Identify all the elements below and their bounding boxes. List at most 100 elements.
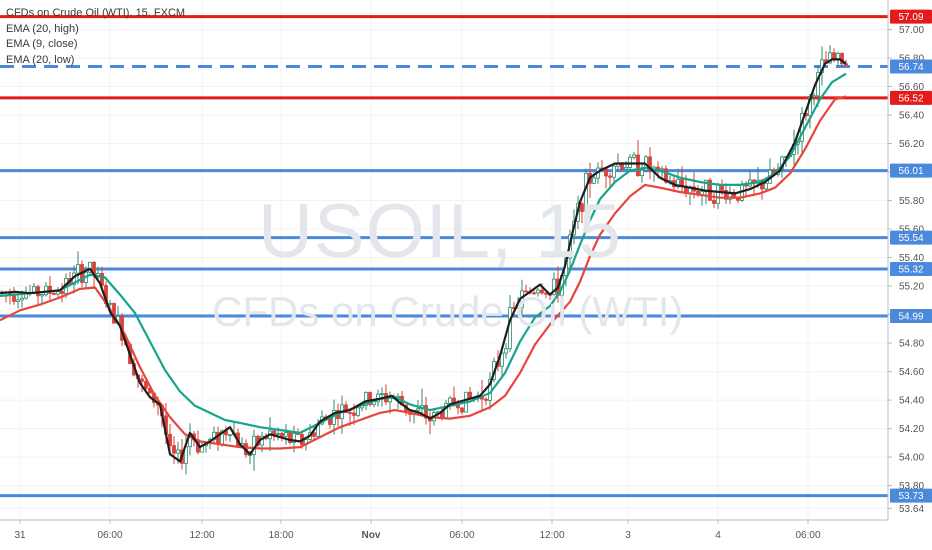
price-tick-label: 55.60 <box>899 225 924 236</box>
candle-body <box>764 182 768 190</box>
candle-body <box>172 445 176 454</box>
candle-body <box>676 179 680 188</box>
price-tick-label: 55.20 <box>899 282 924 293</box>
price-tick-label: 54.80 <box>899 339 924 350</box>
price-tick-label: 53.80 <box>899 481 924 492</box>
candle-body <box>540 289 544 294</box>
candle-body <box>664 168 668 183</box>
candle-body <box>504 348 508 354</box>
level-price-tag <box>890 90 932 105</box>
candle-body <box>168 433 172 446</box>
price-axis[interactable]: 53.6453.8054.0054.2054.4054.6054.8055.00… <box>887 0 932 520</box>
time-tick-label: Nov <box>362 530 381 541</box>
legend-ema-low[interactable]: EMA (20, low) <box>6 53 75 66</box>
ema-high-line <box>0 72 847 434</box>
candle-body <box>536 289 540 294</box>
level-price-label: 55.54 <box>898 233 923 244</box>
candle-body <box>416 408 420 411</box>
candle-body <box>532 292 536 295</box>
candle-body <box>836 53 840 60</box>
candle-body <box>60 291 64 294</box>
price-tick-label: 56.80 <box>899 54 924 65</box>
candle-body <box>344 404 348 414</box>
candle-body <box>140 378 144 382</box>
level-price-tag <box>890 261 932 276</box>
legend-symbol[interactable]: CFDs on Crude Oil (WTI), 15, FXCM <box>6 7 186 19</box>
watermark-description: CFDs on Crude Oil (WTI) <box>212 288 684 335</box>
candle-body <box>812 95 816 98</box>
candle-body <box>628 156 632 168</box>
legend-ema-high[interactable]: EMA (20, high) <box>6 22 79 35</box>
ema-low-line <box>0 95 847 450</box>
legend-ema-close[interactable]: EMA (9, close) <box>6 38 78 50</box>
candle-body <box>648 156 652 171</box>
time-tick-label: 06:00 <box>97 530 122 541</box>
time-tick-label: 12:00 <box>189 530 214 541</box>
candle-body <box>364 392 368 407</box>
candle-body <box>832 52 836 60</box>
candle-body <box>16 299 20 302</box>
candle-body <box>448 397 452 404</box>
price-tick-label: 56.20 <box>899 139 924 150</box>
candle-body <box>292 433 296 443</box>
candle-body <box>100 273 104 286</box>
level-price-tag <box>890 488 932 503</box>
candle-body <box>580 203 584 212</box>
price-tick-label: 54.20 <box>899 424 924 435</box>
price-tick-label: 54.00 <box>899 453 924 464</box>
candle-body <box>48 285 52 294</box>
candle-body <box>368 392 372 405</box>
candle-body <box>348 412 352 415</box>
candle-body <box>724 189 728 200</box>
time-tick-label: 06:00 <box>795 530 820 541</box>
time-tick-label: 3 <box>625 530 631 541</box>
candle-body <box>612 165 616 178</box>
legend: CFDs on Crude Oil (WTI), 15, FXCM EMA (2… <box>6 6 185 68</box>
candle-body <box>456 405 460 409</box>
level-price-label: 57.09 <box>898 12 923 23</box>
candle-body <box>56 291 60 295</box>
candle-body <box>424 404 428 419</box>
ema-lines <box>0 58 847 463</box>
candle-body <box>608 175 612 178</box>
candle-body <box>40 294 44 297</box>
candle-body <box>844 63 848 66</box>
time-axis[interactable]: 31 06:00 12:00 18:00 Nov 06:00 12:00 3 4 06:00 <box>0 519 888 541</box>
candle-body <box>660 168 664 171</box>
candle-body <box>272 430 276 435</box>
level-price-label: 56.01 <box>898 166 923 177</box>
candle-body <box>32 286 36 293</box>
candle-body <box>604 168 608 177</box>
price-tick-label: 56.40 <box>899 111 924 122</box>
watermark-symbol: USOIL, 15 <box>258 189 622 274</box>
time-tick-label: 12:00 <box>539 530 564 541</box>
candle-body <box>76 264 80 274</box>
candle-body <box>484 398 488 401</box>
price-tick-label: 56.60 <box>899 82 924 93</box>
candle-body <box>552 278 556 295</box>
candle-body <box>632 154 636 158</box>
level-price-label: 56.52 <box>898 93 923 104</box>
candle-body <box>88 261 92 273</box>
level-price-label: 55.32 <box>898 264 923 275</box>
candle-body <box>280 433 284 437</box>
candle-body <box>352 412 356 416</box>
candle-body <box>524 290 528 293</box>
candle-body <box>144 381 148 389</box>
time-tick-label: 06:00 <box>449 530 474 541</box>
level-price-label: 53.73 <box>898 491 923 502</box>
candle-body <box>460 407 464 413</box>
candle-body <box>640 169 644 177</box>
candle-body <box>468 391 472 399</box>
level-price-label: 56.74 <box>898 62 923 73</box>
candle-body <box>636 154 640 177</box>
candle-body <box>712 200 716 204</box>
price-tick-label: 54.60 <box>899 367 924 378</box>
candle-body <box>52 292 56 295</box>
candle-body <box>716 184 720 204</box>
candle-body <box>44 285 48 295</box>
candle-body <box>108 302 112 305</box>
level-price-tag <box>890 59 932 74</box>
candle-body <box>312 432 316 437</box>
time-tick-label: 18:00 <box>268 530 293 541</box>
